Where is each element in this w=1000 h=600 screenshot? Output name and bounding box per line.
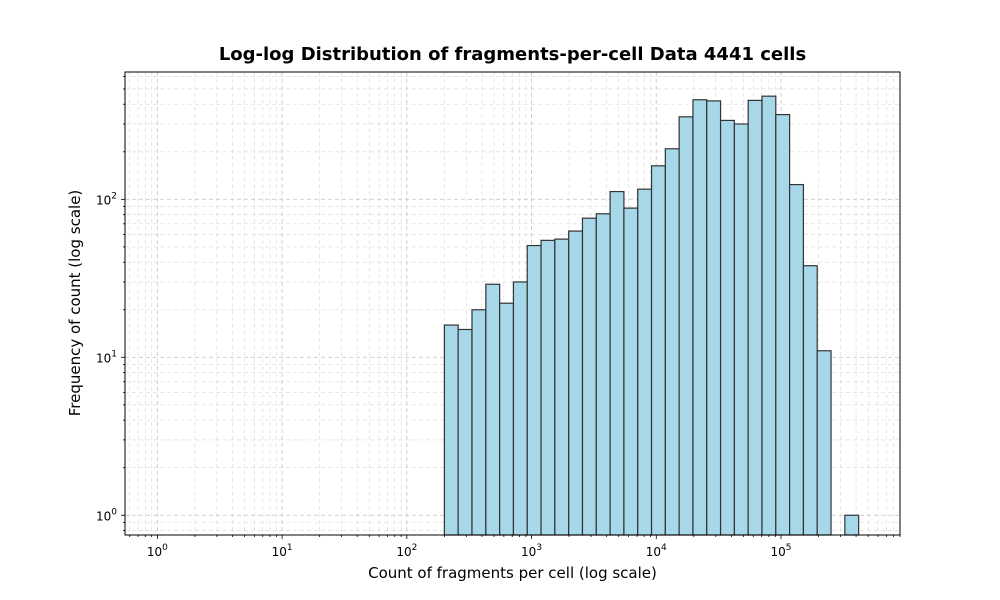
histogram-bar bbox=[581, 217, 597, 536]
histogram-bar bbox=[512, 281, 528, 536]
histogram-bar bbox=[471, 309, 487, 536]
x-tick-label: 105 bbox=[770, 543, 791, 559]
histogram-bar bbox=[775, 113, 791, 536]
histogram-bar bbox=[637, 188, 653, 536]
histogram-bar bbox=[623, 207, 639, 536]
x-axis-label: Count of fragments per cell (log scale) bbox=[368, 564, 657, 582]
histogram-bar bbox=[554, 238, 570, 536]
histogram-bar bbox=[526, 244, 542, 536]
histogram-bar bbox=[844, 514, 860, 536]
axes-frame bbox=[124, 71, 901, 536]
y-tick-label: 100 bbox=[96, 507, 117, 523]
histogram-bar bbox=[540, 239, 556, 536]
x-tick-label: 102 bbox=[396, 543, 417, 559]
histogram-bar bbox=[568, 230, 584, 536]
histogram-bar bbox=[816, 350, 832, 536]
histogram-bar bbox=[706, 100, 722, 536]
histogram-bar bbox=[747, 99, 763, 536]
histogram-bar bbox=[692, 99, 708, 536]
x-tick-label: 100 bbox=[147, 543, 168, 559]
x-tick-label: 101 bbox=[272, 543, 293, 559]
x-tick-label: 104 bbox=[646, 543, 667, 559]
histogram-bar bbox=[733, 123, 749, 536]
y-tick-label: 101 bbox=[96, 349, 117, 365]
histogram-bar bbox=[761, 95, 777, 536]
histogram-bar bbox=[595, 213, 611, 536]
histogram-bar bbox=[802, 265, 818, 536]
histogram-bar bbox=[650, 165, 666, 536]
histogram-bar bbox=[443, 324, 459, 536]
histogram-bar bbox=[499, 302, 515, 536]
histogram-bar bbox=[485, 283, 501, 536]
histogram-bar bbox=[457, 328, 473, 536]
chart-title: Log-log Distribution of fragments-per-ce… bbox=[218, 44, 807, 65]
histogram-bar bbox=[719, 119, 735, 536]
y-tick-label: 102 bbox=[96, 191, 117, 207]
x-tick-label: 103 bbox=[521, 543, 542, 559]
histogram-bar bbox=[609, 190, 625, 536]
histogram-bar bbox=[678, 116, 694, 536]
histogram-bar bbox=[789, 183, 805, 536]
histogram-bar bbox=[664, 148, 680, 536]
